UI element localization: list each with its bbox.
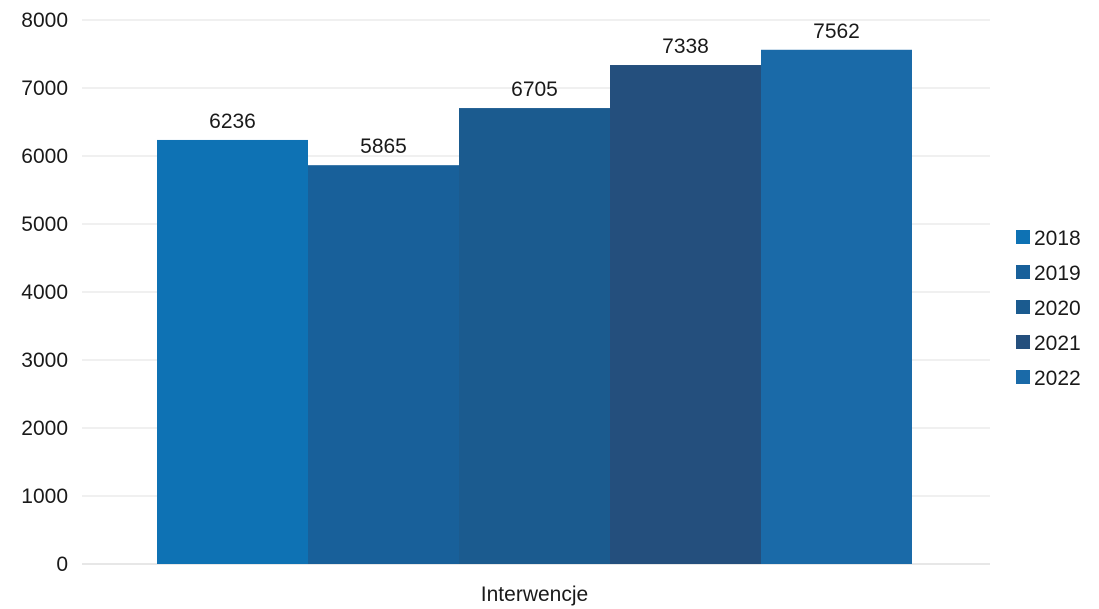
y-tick-label-7000: 7000 (21, 77, 68, 100)
y-axis: 0 1000 2000 3000 4000 5000 6000 7000 8000 (21, 9, 68, 576)
y-tick-label-3000: 3000 (21, 349, 68, 372)
y-tick-label-4000: 4000 (21, 281, 68, 304)
bar-2020 (459, 108, 610, 564)
data-label-2020: 6705 (511, 78, 558, 101)
bars-layer (157, 49, 912, 565)
legend-swatch-2021 (1016, 335, 1030, 349)
data-label-2019: 5865 (360, 135, 407, 158)
y-tick-label-8000: 8000 (21, 9, 68, 32)
legend-swatch-2018 (1016, 230, 1030, 244)
legend-item-2021: 2021 (1016, 332, 1081, 355)
legend-label-2019: 2019 (1034, 262, 1081, 285)
bar-2021 (610, 65, 761, 565)
x-category-label: Interwencje (481, 583, 588, 606)
legend-label-2022: 2022 (1034, 367, 1081, 390)
bar-2018 (157, 139, 308, 564)
legend-item-2018: 2018 (1016, 227, 1081, 250)
legend-label-2020: 2020 (1034, 297, 1081, 320)
y-tick-label-5000: 5000 (21, 213, 68, 236)
data-label-2018: 6236 (209, 110, 256, 133)
data-label-2022: 7562 (813, 20, 860, 43)
legend-item-2020: 2020 (1016, 297, 1081, 320)
y-tick-label-0: 0 (56, 553, 68, 576)
legend-label-2018: 2018 (1034, 227, 1081, 250)
bar-2022 (761, 49, 912, 565)
legend-swatch-2019 (1016, 265, 1030, 279)
y-tick-label-6000: 6000 (21, 145, 68, 168)
data-labels-layer: 6236 5865 6705 7338 7562 (209, 20, 860, 158)
y-tick-label-2000: 2000 (21, 417, 68, 440)
bar-2019 (308, 165, 459, 564)
legend-swatch-2020 (1016, 300, 1030, 314)
x-axis: Interwencje (481, 583, 588, 606)
data-label-2021: 7338 (662, 35, 709, 58)
y-tick-label-1000: 1000 (21, 485, 68, 508)
legend-item-2019: 2019 (1016, 262, 1081, 285)
legend-label-2021: 2021 (1034, 332, 1081, 355)
legend-item-2022: 2022 (1016, 367, 1081, 390)
legend-swatch-2022 (1016, 370, 1030, 384)
legend: 2018 2019 2020 2021 2022 (1016, 227, 1081, 390)
